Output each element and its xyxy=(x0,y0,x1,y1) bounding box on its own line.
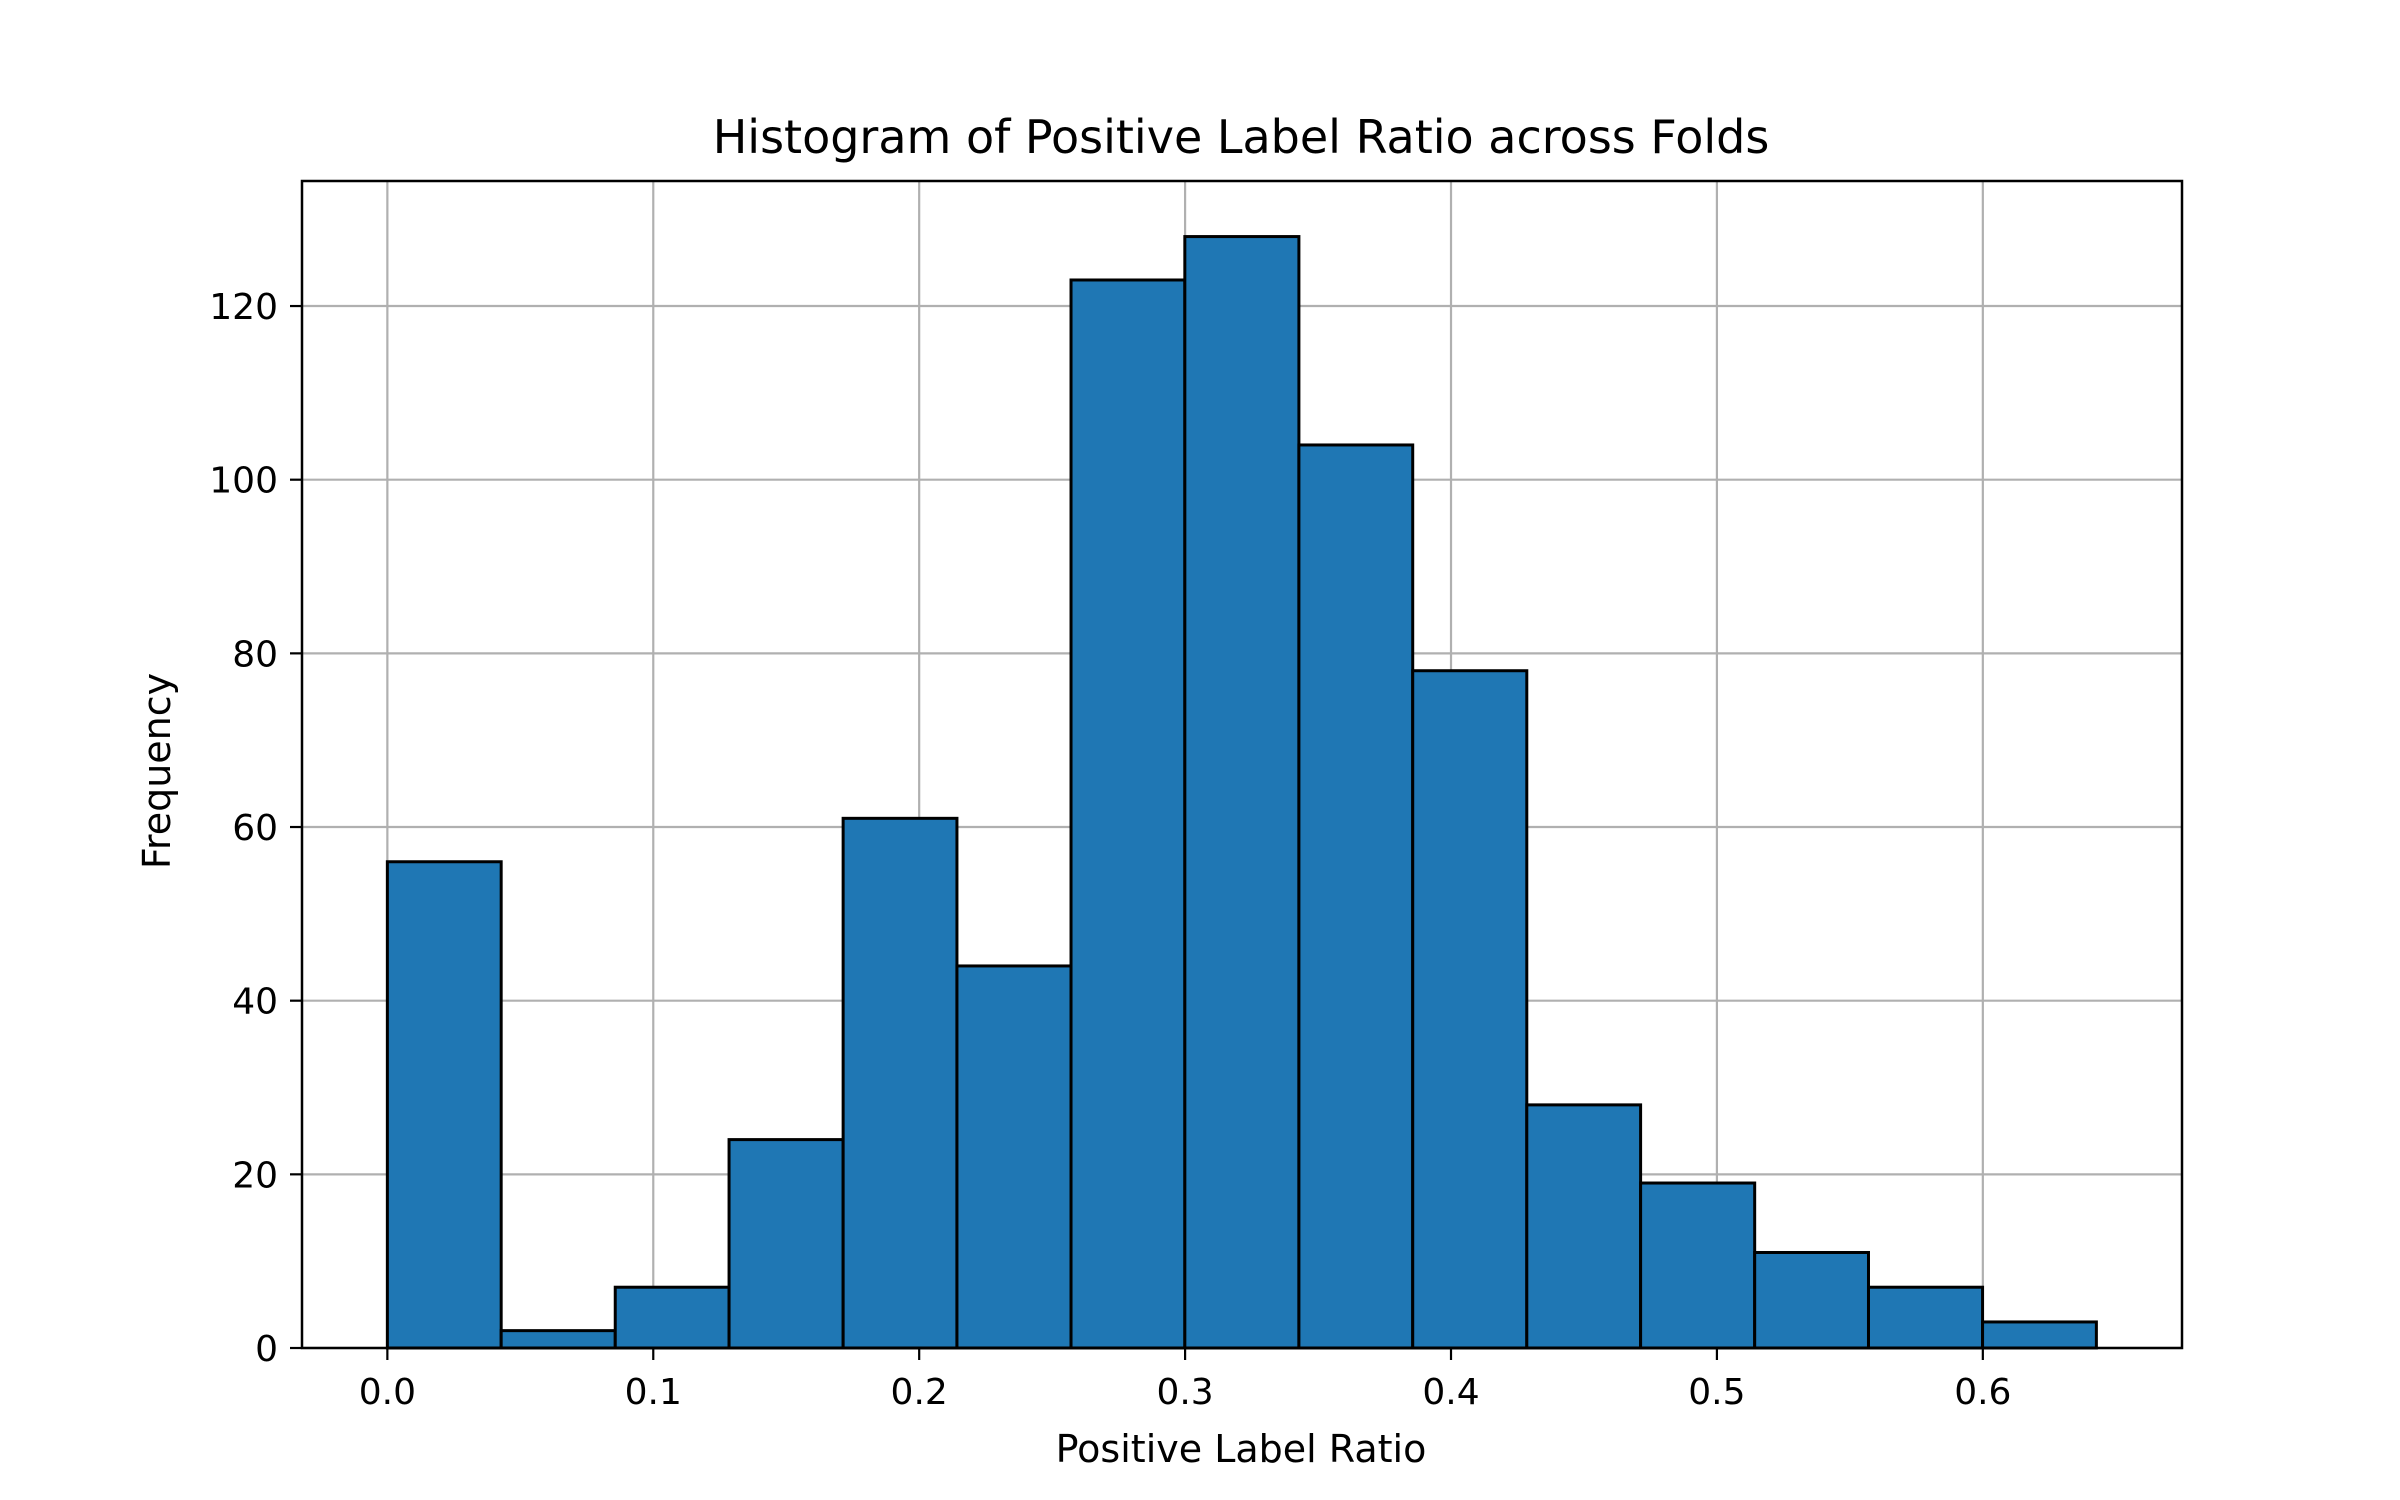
axis-ticks: 0.0 0.1 0.2 0.3 0.4 0.5 0.6 0 20 40 60 80 100 120 xyxy=(209,287,2011,1413)
y-tick-label: 120 xyxy=(209,287,278,328)
histogram-bar xyxy=(385,860,503,1350)
histogram-bar xyxy=(727,1138,845,1350)
histogram-bar xyxy=(1981,1320,2098,1350)
x-tick-label: 0.0 xyxy=(359,1372,416,1413)
y-tick-label: 20 xyxy=(232,1155,278,1196)
x-tick-label: 0.6 xyxy=(1954,1372,2011,1413)
histogram-bar xyxy=(1639,1181,1757,1350)
histogram-bar xyxy=(499,1329,617,1350)
y-tick-label: 40 xyxy=(232,982,278,1023)
histogram-bar xyxy=(1297,443,1415,1350)
histogram-bar xyxy=(955,964,1073,1350)
histogram-bar xyxy=(1411,669,1529,1350)
x-tick-label: 0.1 xyxy=(625,1372,682,1413)
histogram-bar xyxy=(841,816,959,1350)
x-tick-label: 0.4 xyxy=(1422,1372,1479,1413)
x-axis-label: Positive Label Ratio xyxy=(1056,1427,1427,1471)
plot-area-frame xyxy=(300,179,2184,1350)
x-tick-label: 0.3 xyxy=(1156,1372,1213,1413)
histogram-bars xyxy=(385,235,2098,1350)
y-tick-label: 100 xyxy=(209,461,278,502)
histogram-bar xyxy=(1183,235,1301,1350)
y-tick-label: 60 xyxy=(232,808,278,849)
chart-title: Histogram of Positive Label Ratio across… xyxy=(713,110,1770,164)
y-tick-label: 0 xyxy=(255,1329,278,1370)
histogram-bar xyxy=(1753,1250,1870,1350)
x-tick-label: 0.2 xyxy=(891,1372,948,1413)
histogram-bar xyxy=(1069,278,1187,1350)
histogram-bar xyxy=(1866,1285,1985,1350)
y-axis-label: Frequency xyxy=(135,673,179,869)
y-tick-label: 80 xyxy=(232,634,278,675)
histogram-bar xyxy=(1525,1103,1643,1350)
x-tick-label: 0.5 xyxy=(1688,1372,1745,1413)
histogram-bar xyxy=(613,1285,731,1350)
